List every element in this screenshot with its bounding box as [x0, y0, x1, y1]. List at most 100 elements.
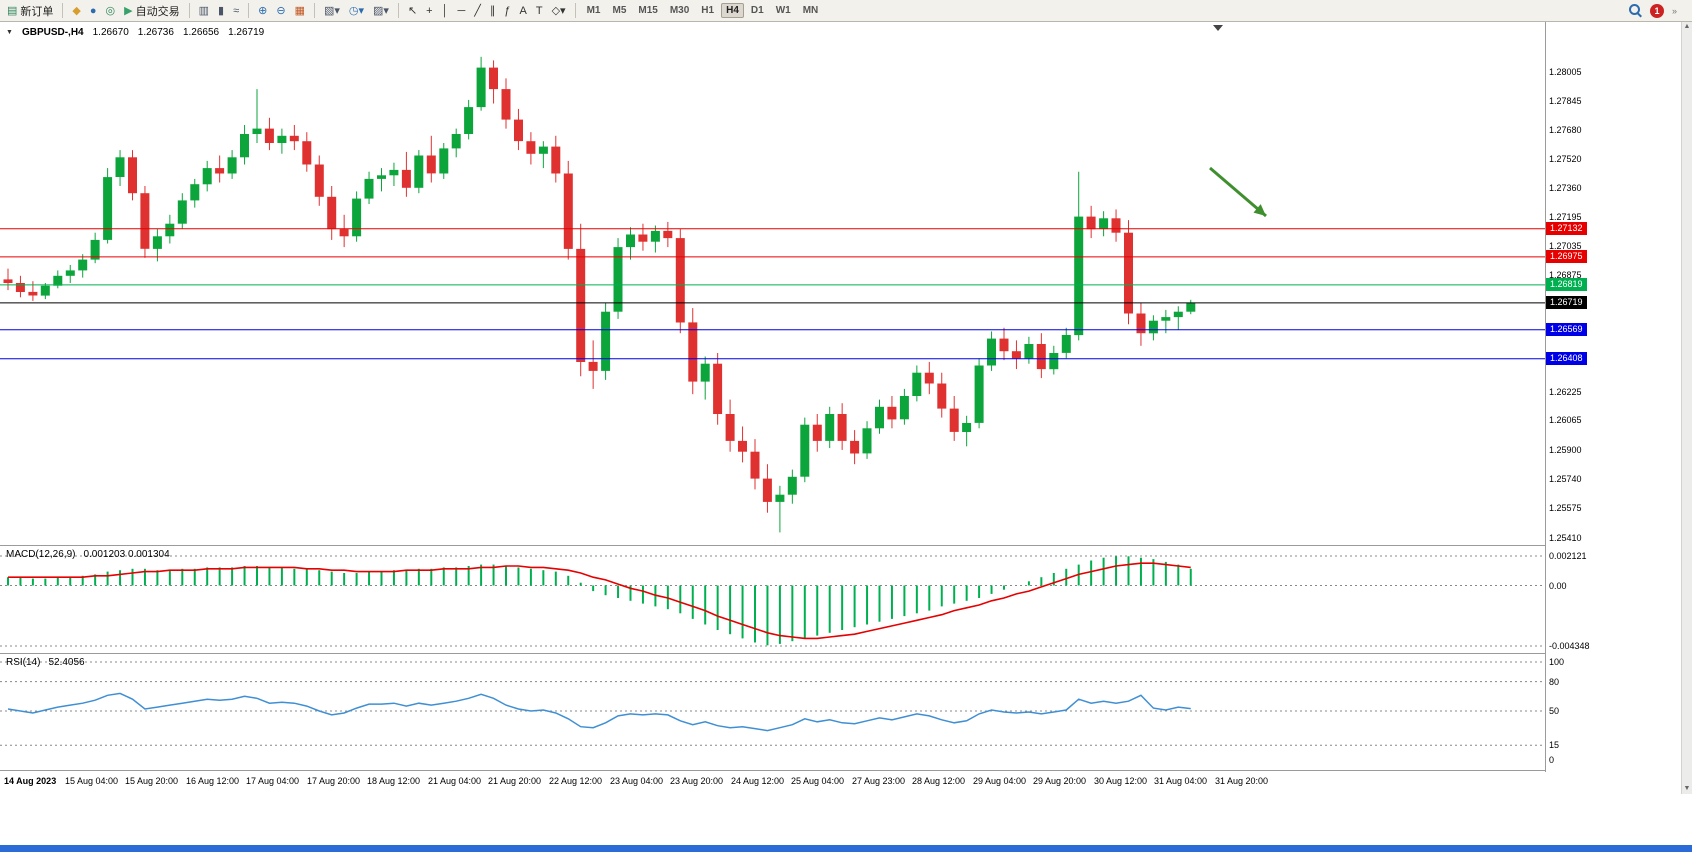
toolbar: ▤ 新订单 ◆ ● ◎ ▶ 自动交易 ▥ ▮ ≈ ⊕ ⊖ ▦ ▧▾ ◷▾ ▨▾ ↖ + │ ─ ╱ ∥ ƒ A T ◇▾ M1 M5… [0, 0, 1692, 22]
candle-body [514, 119, 523, 142]
time-axis-tick: 28 Aug 12:00 [912, 776, 966, 786]
candle-body [1148, 320, 1158, 334]
macd-indicator-label: MACD(12,26,9) 0.001203 0.001304 [6, 549, 170, 560]
search-icon[interactable] [1628, 4, 1642, 17]
time-axis-tick: 23 Aug 20:00 [670, 776, 724, 786]
shapes-button[interactable]: ◇▾ [548, 1, 570, 21]
candle-body [812, 424, 822, 441]
candle-body [364, 178, 374, 199]
time-axis-tick: 16 Aug 12:00 [186, 776, 240, 786]
tile-windows-button[interactable]: ▦ [291, 1, 309, 21]
text-icon: A [519, 4, 527, 17]
candle-body [78, 259, 88, 271]
candle-body [327, 196, 337, 230]
channel-button[interactable]: ∥ [486, 1, 500, 21]
trend-arrow-annotation[interactable] [1209, 166, 1267, 218]
candle-body [3, 279, 13, 283]
rsi-axis-tick: 15 [1549, 740, 1560, 750]
timeframe-d1-button[interactable]: D1 [750, 5, 764, 16]
timeframe-h4-button[interactable]: H4 [721, 3, 744, 18]
zoom-out-icon: ⊖ [276, 4, 286, 17]
collapse-chart-icon[interactable]: ▼ [6, 29, 13, 36]
pane-separator[interactable] [0, 545, 1692, 546]
time-axis-tick: 21 Aug 04:00 [428, 776, 482, 786]
chart-shift-marker-icon[interactable] [1213, 25, 1223, 31]
candle-body [389, 169, 399, 176]
candle-body [215, 168, 225, 174]
price-axis-tick: 1.27035 [1549, 241, 1582, 251]
candle-body [613, 247, 623, 312]
notification-badge[interactable]: 1 [1649, 3, 1664, 18]
timeframe-m5-button[interactable]: M5 [612, 5, 627, 16]
price-axis: 1.28005 1.27845 1.27680 1.27520 1.27360 1.271… [1545, 22, 1683, 772]
chart-ohlc-header[interactable]: ▼ GBPUSD-,H4 1.26670 1.26736 1.26656 1.2… [6, 27, 264, 38]
rsi-pane [0, 661, 1545, 746]
vertical-line-button[interactable]: │ [438, 1, 453, 21]
new-order-button-label: 新订单 [20, 5, 54, 18]
time-axis-tick: 30 Aug 12:00 [1094, 776, 1148, 786]
timeframe-h1-button[interactable]: H1 [701, 5, 715, 16]
candle-body [1136, 313, 1146, 334]
scrollbar-down-icon[interactable]: ▼ [1683, 785, 1691, 792]
candle-body [202, 168, 212, 185]
market-watch-button[interactable]: ● [86, 1, 101, 21]
candle-body [53, 275, 63, 286]
candle-body [800, 424, 810, 477]
candle-body [1086, 216, 1096, 230]
toolbar-overflow-icon[interactable]: » [1671, 5, 1677, 16]
new-order-button[interactable]: ▤ 新订单 [3, 1, 57, 21]
autotrading-button-label: 自动交易 [135, 5, 180, 18]
metaeditor-button[interactable]: ◆ [68, 1, 84, 21]
crosshair-button[interactable]: + [422, 1, 436, 21]
vertical-scrollbar[interactable]: ▲ ▼ [1681, 22, 1692, 794]
time-axis-tick: 15 Aug 04:00 [65, 776, 119, 786]
candle-body [949, 408, 959, 432]
timeframe-m30-button[interactable]: M30 [669, 5, 690, 16]
candle-body [489, 67, 498, 90]
autotrading-button[interactable]: ▶ 自动交易 [120, 1, 183, 21]
candle-body [377, 175, 386, 179]
candle-body [302, 141, 312, 165]
timeframe-m15-button[interactable]: M15 [638, 5, 658, 16]
timeframe-mn-button[interactable]: MN [802, 5, 819, 16]
label-button[interactable]: T [532, 1, 547, 21]
plot-area: ▼ GBPUSD-,H4 1.26670 1.26736 1.26656 1.2… [0, 22, 1545, 794]
line-chart-button[interactable]: ≈ [229, 1, 243, 21]
price-axis-tick: 1.25575 [1549, 503, 1582, 513]
timeframe-m1-button[interactable]: M1 [586, 5, 601, 16]
candle-body [750, 451, 760, 479]
zoom-in-icon: ⊕ [258, 4, 268, 17]
channel-icon: ∥ [489, 4, 496, 17]
high-value: 1.26736 [137, 27, 174, 38]
time-axis-tick: 15 Aug 20:00 [125, 776, 179, 786]
pane-separator [0, 770, 1692, 771]
candle-body [875, 406, 884, 429]
candlestick-chart-button[interactable]: ▮ [214, 1, 228, 21]
toolbar-button-groups: ▤ 新订单 ◆ ● ◎ ▶ 自动交易 ▥ ▮ ≈ ⊕ ⊖ ▦ ▧▾ ◷▾ ▨▾ ↖ + │ ─ ╱ ∥ ƒ A T ◇▾ [3, 1, 570, 21]
candle-body [1011, 351, 1021, 359]
text-button[interactable]: A [516, 1, 531, 21]
candle-body [987, 338, 996, 366]
candle-body [152, 236, 162, 249]
trendline-button[interactable]: ╱ [470, 1, 485, 21]
time-axis-tick: 31 Aug 20:00 [1215, 776, 1269, 786]
time-axis-tick: 17 Aug 04:00 [246, 776, 300, 786]
new-chart-button[interactable]: ▧▾ [320, 1, 344, 21]
toolbar-separator [574, 3, 576, 18]
level-price-tag: 1.26408 [1546, 352, 1587, 365]
price-axis-tick: 1.27195 [1549, 212, 1582, 222]
zoom-in-button[interactable]: ⊕ [254, 1, 271, 21]
candle-body [762, 478, 772, 502]
templates-button[interactable]: ▨▾ [369, 1, 393, 21]
timeframe-w1-button[interactable]: W1 [775, 5, 791, 16]
data-window-button[interactable]: ◎ [102, 1, 120, 21]
fibonacci-button[interactable]: ƒ [500, 1, 514, 21]
cursor-button[interactable]: ↖ [404, 1, 421, 21]
horizontal-line-button[interactable]: ─ [453, 1, 469, 21]
scrollbar-up-icon[interactable]: ▲ [1683, 23, 1691, 30]
line-chart-icon: ≈ [233, 4, 240, 17]
profiles-button[interactable]: ◷▾ [345, 1, 368, 21]
bar-chart-button[interactable]: ▥ [195, 1, 213, 21]
zoom-out-button[interactable]: ⊖ [272, 1, 289, 21]
pane-separator[interactable] [0, 653, 1692, 654]
